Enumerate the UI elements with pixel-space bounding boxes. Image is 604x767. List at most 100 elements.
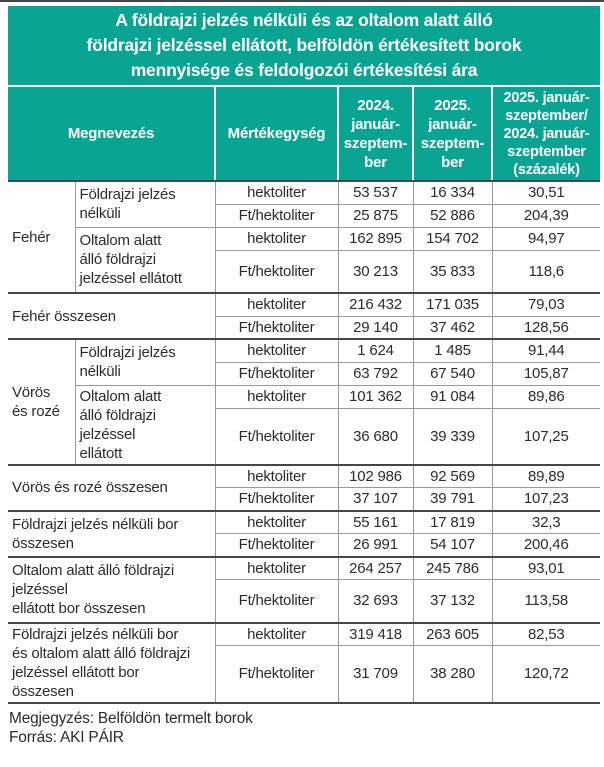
unit-cell: hektoliter <box>214 338 338 362</box>
unit-cell: hektoliter <box>214 181 338 204</box>
unit-cell: hektoliter <box>214 509 338 534</box>
unit-cell: hektoliter <box>214 621 338 646</box>
value-2025-cell: 171 035 <box>412 292 492 316</box>
row-osszes-hektoliter: Földrajzi jelzés nélküli bor és oltalom … <box>8 621 600 703</box>
row-osszes-ft: Ft/hektoliter 31 709 38 280 120,72 <box>8 645 600 703</box>
value-2024-cell: 1 624 <box>337 338 413 362</box>
unit-cell: Ft/hektoliter <box>214 361 338 385</box>
percent-cell: 120,72 <box>491 645 600 703</box>
value-2025-cell: 154 702 <box>412 226 492 250</box>
column-header-percent: 2025. január- szeptember/ 2024. január- … <box>491 87 600 182</box>
value-2024-cell: 319 418 <box>337 621 413 646</box>
value-2025-cell: 91 084 <box>412 384 492 409</box>
percent-cell: 107,23 <box>491 487 600 511</box>
group-cell: Vörös és rozé <box>8 338 75 465</box>
row-fjn-osszesen-hektoliter: Földrajzi jelzés nélküli bor összesen he… <box>8 509 600 557</box>
unit-cell: Ft/hektoliter <box>214 645 338 703</box>
name-cell: Fehér összesen <box>8 292 215 339</box>
percent-cell: 113,58 <box>491 579 600 623</box>
row-ofj-osszesen-hektoliter: Oltalom alatt álló földrajzi jelzéssel e… <box>8 555 600 623</box>
unit-cell: Ft/hektoliter <box>214 487 338 511</box>
percent-cell: 91,44 <box>491 338 600 362</box>
row-voros-ofj-ft: Ft/hektoliter 36 680 39 339 107,25 <box>8 408 600 465</box>
table-body: Fehér Földrajzi jelzés nélküli hektolite… <box>8 181 600 703</box>
value-2025-cell: 16 334 <box>412 181 492 204</box>
percent-cell: 204,39 <box>491 203 600 227</box>
value-2025-cell: 1 485 <box>412 338 492 362</box>
percent-cell: 118,6 <box>491 249 600 293</box>
value-2024-cell: 63 792 <box>337 361 413 385</box>
row-fjn-osszesen-ft: Ft/hektoliter 26 991 54 107 200,46 <box>8 533 600 557</box>
name-cell: Oltalom alatt álló földrajzi jelzéssel e… <box>74 226 215 293</box>
header-row: Megnevezés Mértékegység 2024. január- sz… <box>8 87 600 182</box>
name-cell: Földrajzi jelzés nélküli bor és oltalom … <box>8 621 215 703</box>
row-voros-fjn-ft: Ft/hektoliter 63 792 67 540 105,87 <box>8 361 600 385</box>
value-2025-cell: 37 132 <box>412 579 492 623</box>
percent-cell: 82,53 <box>491 621 600 646</box>
percent-cell: 93,01 <box>491 555 600 580</box>
name-cell: Oltalom alatt álló földrajzi jelzéssel e… <box>8 555 215 623</box>
value-2025-cell: 263 605 <box>412 621 492 646</box>
value-2024-cell: 36 680 <box>337 408 413 465</box>
unit-cell: Ft/hektoliter <box>214 579 338 623</box>
value-2025-cell: 17 819 <box>412 509 492 534</box>
column-header-megnevezes: Megnevezés <box>8 87 215 182</box>
name-cell: Földrajzi jelzés nélküli bor összesen <box>8 509 215 557</box>
unit-cell: Ft/hektoliter <box>214 533 338 557</box>
value-2025-cell: 245 786 <box>412 555 492 580</box>
row-feher-osszesen-hektoliter: Fehér összesen hektoliter 216 432 171 03… <box>8 292 600 339</box>
column-header-2024: 2024. január- szeptem- ber <box>337 87 413 182</box>
value-2025-cell: 54 107 <box>412 533 492 557</box>
value-2024-cell: 29 140 <box>337 315 413 339</box>
value-2025-cell: 92 569 <box>412 463 492 488</box>
value-2025-cell: 52 886 <box>412 203 492 227</box>
value-2024-cell: 264 257 <box>337 555 413 580</box>
percent-cell: 89,89 <box>491 463 600 488</box>
group-cell: Fehér <box>12 228 51 246</box>
percent-cell: 32,3 <box>491 509 600 534</box>
row-voros-ofj-hektoliter: Oltalom alatt álló földrajzi jelzéssel e… <box>8 384 600 465</box>
name-cell: Földrajzi jelzés nélküli <box>74 338 215 385</box>
unit-cell: Ft/hektoliter <box>214 408 338 465</box>
value-2025-cell: 38 280 <box>412 645 492 703</box>
percent-cell: 79,03 <box>491 292 600 316</box>
page: A földrajzi jelzés nélküli és az oltalom… <box>0 2 604 747</box>
row-ofj-osszesen-ft: Ft/hektoliter 32 693 37 132 113,58 <box>8 579 600 623</box>
unit-cell: hektoliter <box>214 384 338 409</box>
name-cell: Földrajzi jelzés nélküli <box>74 181 215 227</box>
value-2024-cell: 102 986 <box>337 463 413 488</box>
unit-cell: hektoliter <box>214 292 338 316</box>
row-voros-osszesen-ft: Ft/hektoliter 37 107 39 791 107,23 <box>8 487 600 511</box>
wine-sales-table: Megnevezés Mértékegység 2024. január- sz… <box>8 87 600 704</box>
value-2025-cell: 67 540 <box>412 361 492 385</box>
value-2024-cell: 55 161 <box>337 509 413 534</box>
percent-cell: 94,97 <box>491 226 600 250</box>
name-cell: Oltalom alatt álló földrajzi jelzéssel e… <box>74 384 215 465</box>
unit-cell: Ft/hektoliter <box>214 249 338 293</box>
table-header: Megnevezés Mértékegység 2024. január- sz… <box>8 87 600 182</box>
value-2025-cell: 39 339 <box>412 408 492 465</box>
row-voros-fjn-hektoliter: Vörös és rozé Földrajzi jelzés nélküli h… <box>8 338 600 465</box>
row-feher-fjn-ft: Ft/hektoliter 25 875 52 886 204,39 <box>8 203 600 227</box>
value-2024-cell: 101 362 <box>337 384 413 409</box>
percent-cell: 105,87 <box>491 361 600 385</box>
percent-cell: 30,51 <box>491 181 600 204</box>
unit-cell: hektoliter <box>214 463 338 488</box>
column-header-mertekegyseg: Mértékegység <box>214 87 338 182</box>
row-feher-ofj-hektoliter: Oltalom alatt álló földrajzi jelzéssel e… <box>8 226 600 293</box>
value-2024-cell: 30 213 <box>337 249 413 293</box>
value-2024-cell: 216 432 <box>337 292 413 316</box>
note-forras: Forrás: AKI PÁIR <box>9 728 124 746</box>
unit-cell: Ft/hektoliter <box>214 203 338 227</box>
percent-cell: 89,86 <box>491 384 600 409</box>
row-voros-osszesen-hektoliter: Vörös és rozé összesen hektoliter 102 98… <box>8 463 600 511</box>
percent-cell: 107,25 <box>491 408 600 465</box>
value-2024-cell: 53 537 <box>337 181 413 204</box>
value-2024-cell: 162 895 <box>337 226 413 250</box>
percent-cell: 200,46 <box>491 533 600 557</box>
unit-cell: hektoliter <box>214 226 338 250</box>
footnotes: Megjegyzés: Belföldön termelt borok Forr… <box>9 709 600 747</box>
value-2025-cell: 35 833 <box>412 249 492 293</box>
column-header-2025: 2025. január- szeptem- ber <box>412 87 492 182</box>
unit-cell: hektoliter <box>214 555 338 580</box>
